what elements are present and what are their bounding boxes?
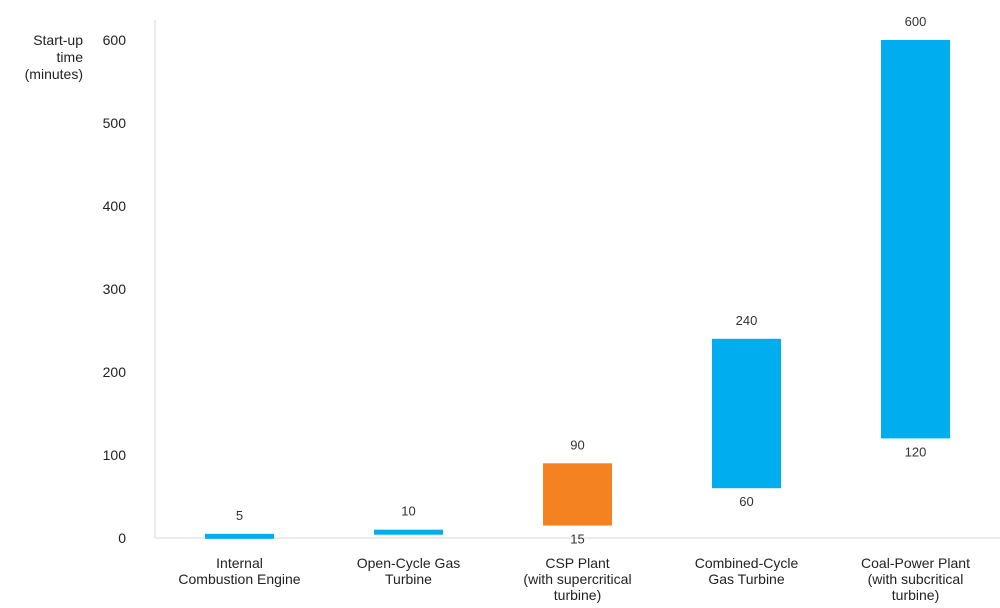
bar-low-label: 120 — [905, 444, 927, 459]
axis-layer: 0 100 200 300 400 500 600 Start-uptime(minutes)… — [25, 20, 1000, 603]
x-category-label: Combined-Cycle — [695, 555, 799, 571]
x-category-label: Combustion Engine — [178, 571, 300, 587]
range-bar — [881, 40, 950, 439]
range-bar — [543, 463, 612, 526]
x-category-label: turbine) — [892, 587, 939, 603]
bar-layer — [205, 40, 950, 539]
bar-low-label: 15 — [570, 532, 584, 547]
range-bar — [712, 338, 781, 489]
x-category-label: (with supercritical — [523, 571, 631, 587]
y-axis-title-line: Start-up — [33, 32, 83, 48]
bar-high-label: 5 — [236, 508, 243, 523]
y-tick-label: 100 — [103, 447, 127, 463]
y-tick-label: 600 — [103, 32, 127, 48]
x-category-label: Gas Turbine — [708, 571, 784, 587]
bar-high-label: 10 — [401, 504, 415, 519]
bar-high-label: 90 — [570, 437, 584, 452]
y-axis-title-line: (minutes) — [25, 66, 83, 82]
x-category-label: turbine) — [554, 587, 601, 603]
range-bar — [205, 533, 274, 539]
bar-low-label: 60 — [739, 494, 753, 509]
label-layer: 5 10 90 15 240 60 600 120 — [236, 14, 926, 547]
bar-high-label: 240 — [736, 313, 758, 328]
y-tick-label: 400 — [103, 198, 127, 214]
x-category-label: Turbine — [385, 571, 432, 587]
x-category-label: Internal — [216, 555, 263, 571]
y-axis-title-line: time — [57, 49, 84, 65]
x-category-label: Coal-Power Plant — [861, 555, 970, 571]
bar-high-label: 600 — [905, 14, 927, 29]
range-bar — [374, 529, 443, 535]
y-tick-label: 300 — [103, 281, 127, 297]
x-category-label: CSP Plant — [545, 555, 609, 571]
y-tick-label: 500 — [103, 115, 127, 131]
y-tick-label: 200 — [103, 364, 127, 380]
x-category-label: Open-Cycle Gas — [357, 555, 460, 571]
x-category-label: (with subcritical — [868, 571, 964, 587]
y-tick-label: 0 — [118, 530, 126, 546]
